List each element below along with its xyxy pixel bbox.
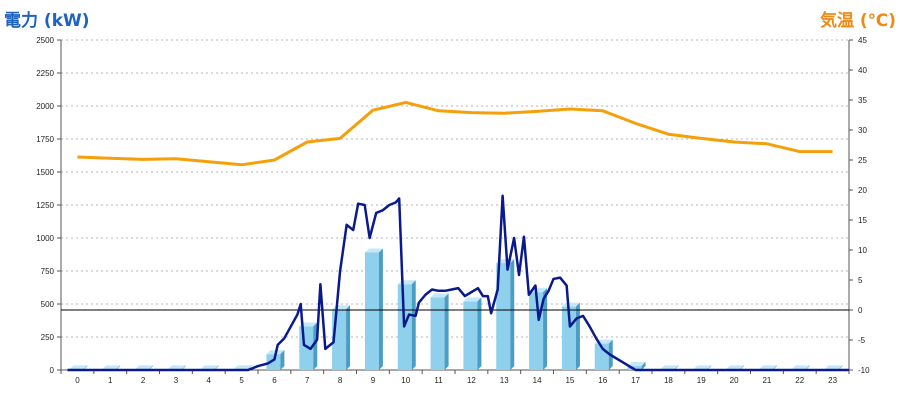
bar-top-5 — [233, 365, 252, 370]
left-tick-label-8: 2000 — [36, 102, 54, 111]
x-tick-label-12: 12 — [467, 376, 476, 385]
bar-front-6 — [266, 354, 281, 370]
bar-top-7 — [299, 322, 318, 327]
left-tick-label-9: 2250 — [36, 69, 54, 78]
bar-top-19 — [693, 365, 712, 370]
x-tick-label-17: 17 — [631, 376, 640, 385]
x-tick-label-20: 20 — [730, 376, 739, 385]
x-tick-label-21: 21 — [762, 376, 771, 385]
x-tick-label-2: 2 — [141, 376, 146, 385]
bar-top-3 — [167, 365, 186, 370]
bar-side-14 — [543, 288, 548, 370]
x-tick-label-19: 19 — [697, 376, 706, 385]
x-tick-label-1: 1 — [108, 376, 113, 385]
bar-top-15 — [561, 302, 580, 307]
x-tick-label-0: 0 — [75, 376, 80, 385]
right-tick-label-11: 45 — [858, 36, 867, 45]
bar-top-1 — [102, 365, 121, 370]
bar-side-17 — [641, 362, 646, 370]
left-tick-label-4: 1000 — [36, 234, 54, 243]
bar-top-0 — [69, 365, 88, 370]
bar-front-11 — [430, 297, 445, 370]
x-tick-label-3: 3 — [174, 376, 179, 385]
bar-top-18 — [660, 365, 679, 370]
right-tick-label-0: -10 — [858, 366, 870, 375]
bar-side-9 — [378, 248, 383, 370]
left-tick-label-5: 1250 — [36, 201, 54, 210]
x-tick-label-15: 15 — [565, 376, 574, 385]
bar-front-12 — [463, 301, 478, 370]
left-tick-label-10: 2500 — [36, 36, 54, 45]
right-tick-label-6: 20 — [858, 186, 867, 195]
bar-top-2 — [135, 365, 154, 370]
x-tick-label-6: 6 — [272, 376, 277, 385]
left-tick-label-2: 500 — [41, 300, 55, 309]
left-tick-label-7: 1750 — [36, 135, 54, 144]
bar-top-12 — [463, 297, 482, 302]
bar-top-9 — [364, 248, 383, 253]
bar-side-10 — [411, 280, 416, 370]
left-axis-title: 電力 (kW) — [4, 11, 90, 31]
right-tick-label-3: 5 — [858, 276, 863, 285]
bar-top-11 — [430, 293, 449, 298]
bar-top-17 — [627, 362, 646, 367]
right-tick-label-4: 10 — [858, 246, 867, 255]
right-tick-label-8: 30 — [858, 126, 867, 135]
bar-side-8 — [346, 305, 351, 370]
x-tick-label-22: 22 — [795, 376, 804, 385]
x-tick-label-4: 4 — [207, 376, 212, 385]
x-tick-label-11: 11 — [434, 376, 443, 385]
right-tick-label-2: 0 — [858, 306, 863, 315]
x-tick-label-9: 9 — [371, 376, 376, 385]
bar-side-15 — [575, 302, 580, 370]
power-series-line — [67, 194, 849, 372]
left-tick-label-1: 250 — [41, 333, 55, 342]
x-tick-label-23: 23 — [828, 376, 837, 385]
bar-side-6 — [280, 350, 285, 370]
left-tick-label-6: 1500 — [36, 168, 54, 177]
bar-side-11 — [444, 293, 449, 370]
x-tick-label-7: 7 — [305, 376, 310, 385]
bar-top-4 — [200, 365, 219, 370]
left-tick-label-0: 0 — [50, 366, 55, 375]
right-axis-title: 気温 (℃) — [819, 11, 896, 31]
x-tick-label-18: 18 — [664, 376, 673, 385]
bar-top-22 — [791, 365, 810, 370]
right-tick-label-7: 25 — [858, 156, 867, 165]
bar-front-13 — [496, 263, 511, 370]
x-tick-label-16: 16 — [598, 376, 607, 385]
bar-side-13 — [510, 259, 515, 370]
x-tick-label-8: 8 — [338, 376, 343, 385]
bar-front-9 — [364, 252, 379, 370]
right-tick-label-9: 35 — [858, 96, 867, 105]
right-tick-label-10: 40 — [858, 66, 867, 75]
bar-side-12 — [477, 297, 482, 370]
bar-top-20 — [726, 365, 745, 370]
left-tick-label-3: 750 — [41, 267, 55, 276]
x-tick-label-14: 14 — [533, 376, 542, 385]
x-tick-label-13: 13 — [500, 376, 509, 385]
temperature-series-line — [77, 100, 833, 167]
right-tick-label-1: -5 — [858, 336, 866, 345]
bar-top-23 — [824, 365, 843, 370]
x-tick-label-10: 10 — [401, 376, 410, 385]
x-tick-label-5: 5 — [239, 376, 244, 385]
right-tick-label-5: 15 — [858, 216, 867, 225]
bar-top-21 — [758, 365, 777, 370]
